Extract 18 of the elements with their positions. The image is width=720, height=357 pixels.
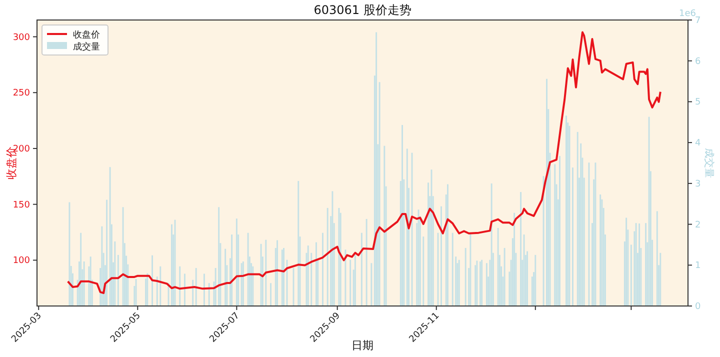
y-tick-label: 250 xyxy=(12,88,30,99)
y2-tick-label: 0 xyxy=(695,302,701,312)
y2-tick-label: 5 xyxy=(695,98,701,108)
y2-axis-title: 成交量 xyxy=(703,148,715,178)
text: 1e6 xyxy=(679,9,696,19)
legend-label: 成交量 xyxy=(73,42,100,52)
legend-label: 收盘价 xyxy=(73,30,100,40)
y2-tick-label: 7 xyxy=(695,16,701,26)
y-tick-label: 100 xyxy=(12,256,30,266)
x-axis-title: 日期 xyxy=(352,339,374,352)
y2-tick-label: 1 xyxy=(695,261,701,272)
y2-tick-label: 4 xyxy=(695,138,701,149)
y2-tick-label: 3 xyxy=(695,179,701,190)
y-tick-label: 150 xyxy=(12,200,30,210)
y2-tick-label: 2 xyxy=(695,220,701,230)
y-tick-label: 300 xyxy=(12,32,30,43)
chart-title: 603061 股价走势 xyxy=(314,3,412,17)
y2-tick-label: 6 xyxy=(695,56,701,67)
